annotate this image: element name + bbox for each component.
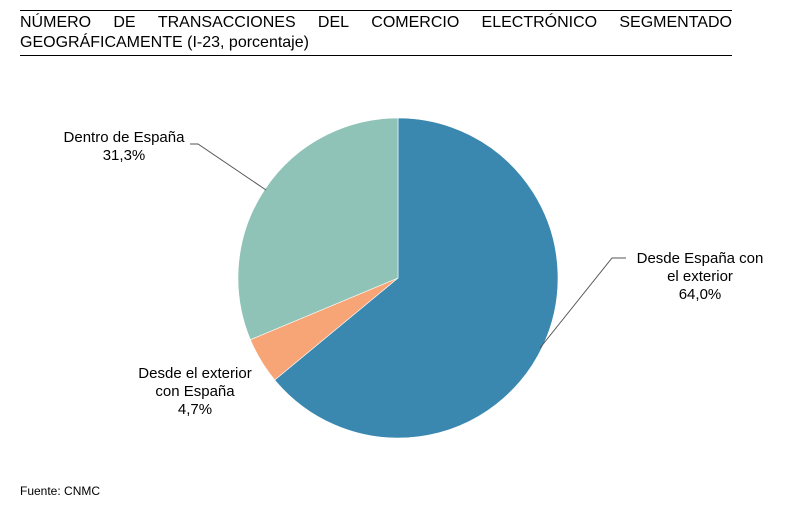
slice-name-label: Desde el exterior [138, 365, 251, 382]
slice-label: Desde España con el exterior 64,0% [637, 250, 764, 303]
title-word: TRANSACCIONES [157, 14, 296, 31]
title-top-rule [20, 10, 732, 11]
title-word: ELECTRÓNICO [481, 14, 598, 31]
title-word: NÚMERO [20, 14, 92, 31]
slice-value-label: 31,3% [103, 147, 146, 164]
title-word: DEL [317, 14, 350, 31]
slice-value-label: 64,0% [679, 286, 722, 303]
source-note: Fuente: CNMC [20, 484, 101, 498]
slice-name-label: el exterior [667, 268, 733, 285]
title-word: DE [113, 14, 136, 31]
slice-name-label: Desde España con [637, 250, 764, 267]
pie-slice [274, 117, 559, 439]
title-bottom-rule [20, 55, 732, 56]
title-word: COMERCIO [371, 14, 460, 31]
chart-title: NÚMERO DE TRANSACCIONES DEL COMERCIO ELECTRÓN… [20, 10, 732, 56]
slice-name-label: Dentro de España [64, 129, 186, 146]
slice-name-label: con España [155, 383, 235, 400]
pie-chart: Desde España con el exterior 64,0% Desde el… [64, 117, 764, 439]
slice-value-label: 4,7% [178, 401, 212, 418]
leader-line [539, 257, 626, 349]
title-line-2: GEOGRÁFICAMENTE (I-23, porcentaje) [20, 34, 309, 51]
leader-line [190, 143, 267, 191]
title-word: SEGMENTADO [619, 14, 732, 31]
slice-label: Desde el exterior con España 4,7% [138, 365, 251, 418]
slice-label: Dentro de España 31,3% [64, 129, 186, 164]
title-line-1: NÚMERO DE TRANSACCIONES DEL COMERCIO ELECTRÓN… [20, 13, 732, 33]
